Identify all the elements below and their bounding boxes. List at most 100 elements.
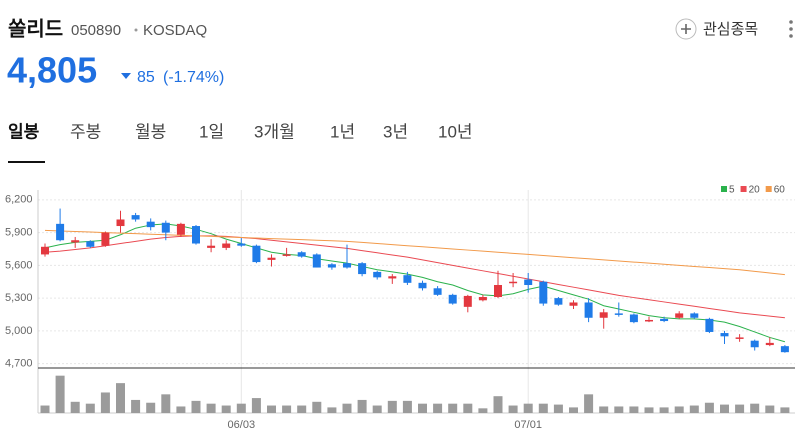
candle-body (750, 340, 759, 348)
candle-body (765, 342, 774, 346)
volume-bar (161, 394, 171, 413)
tab[interactable]: 10년 (438, 122, 473, 141)
y-tick-label: 5,900 (5, 226, 33, 238)
price-change: 85 (137, 69, 155, 86)
price-change-rate: (-1.74%) (163, 69, 224, 86)
volume-bar (191, 400, 201, 413)
tab[interactable]: 주봉 (70, 122, 101, 141)
candle-body (252, 245, 261, 263)
ma-line (44, 223, 786, 343)
volume-bar (312, 401, 322, 413)
watch-button[interactable]: 관심종목 (675, 18, 758, 40)
volume-bar (267, 405, 276, 413)
candle-body (327, 264, 336, 268)
candle-body (554, 298, 563, 305)
volume-bar (221, 405, 231, 413)
volume-bar (720, 404, 729, 413)
candle-body (705, 318, 714, 332)
tab[interactable]: 일봉 (8, 122, 40, 141)
candle-body (780, 346, 789, 353)
volume-bar (704, 402, 714, 413)
volume-bar (327, 407, 337, 413)
candle-body (494, 285, 502, 298)
candle-body (388, 276, 397, 279)
y-tick-label: 5,600 (5, 259, 33, 271)
volume-bar (478, 408, 488, 413)
candle-body (41, 246, 49, 255)
candle-body (267, 257, 276, 260)
candle-body (56, 223, 65, 241)
volume-bar (70, 401, 80, 413)
candle-body (161, 222, 170, 233)
ma-line (44, 235, 785, 319)
volume-bar (100, 392, 110, 413)
volume-bar (629, 406, 639, 413)
volume-bar (448, 403, 458, 413)
legend-swatch (721, 186, 727, 192)
volume-bar (614, 406, 624, 413)
y-tick-label: 5,300 (5, 292, 33, 304)
dot (789, 20, 793, 24)
stock-code: 050890 (71, 22, 121, 39)
volume-bar (553, 404, 563, 413)
volume-bar (493, 396, 503, 413)
volume-bar (644, 407, 654, 413)
x-tick-label: 07/01 (514, 419, 542, 431)
candle-body (599, 312, 608, 318)
tab[interactable]: 1일 (199, 122, 224, 141)
tab[interactable]: 월봉 (135, 122, 166, 141)
candle-body (207, 245, 216, 248)
candle-body (146, 221, 155, 228)
volume-bar (146, 402, 156, 413)
legend-label: 20 (749, 185, 761, 196)
candle-body (675, 313, 684, 318)
dot (789, 34, 793, 38)
y-tick-label: 5,000 (5, 325, 33, 337)
candle-body (690, 313, 699, 318)
volume-bar (357, 399, 367, 413)
tab[interactable]: 1년 (330, 122, 355, 141)
candle-body (373, 271, 382, 278)
volume-bar (508, 405, 518, 413)
volume-bar (735, 404, 745, 413)
volume-bar (40, 405, 50, 413)
candle-body (343, 263, 351, 268)
volume-bar (55, 375, 65, 413)
candle-body (660, 318, 669, 322)
legend-swatch (765, 186, 772, 192)
down-arrow (121, 73, 131, 79)
candle-body (312, 254, 321, 268)
volume-bar (750, 403, 760, 413)
volume-bar (569, 407, 578, 413)
candle-body (403, 275, 412, 283)
volume-bar (297, 405, 307, 413)
volume-bar (463, 403, 473, 413)
legend-label: 5 (729, 185, 735, 196)
volume-bar (780, 407, 790, 413)
volume-bar (402, 400, 412, 413)
candle-body (192, 226, 200, 244)
tab[interactable]: 3년 (383, 122, 408, 141)
period-tabs: 일봉 주봉 월봉 1일 3개월 1년 3년 10년 (8, 122, 473, 141)
volume-bar (689, 405, 699, 413)
volume-bar (342, 403, 352, 413)
legend-label: 60 (774, 185, 786, 196)
candle-body (222, 243, 231, 248)
watch-label: 관심종목 (703, 21, 758, 38)
volume-bar (538, 403, 548, 413)
volume-bar (674, 406, 684, 413)
y-tick-label: 6,200 (5, 194, 33, 206)
volume-bar (387, 400, 397, 413)
candle-body (509, 281, 518, 284)
volume-bar (176, 406, 186, 413)
volume-bar (251, 398, 261, 413)
candle-body (176, 223, 185, 235)
candle-body (282, 254, 291, 256)
more-menu[interactable] (789, 20, 793, 38)
volume-bar (584, 394, 594, 413)
candle-body (463, 295, 472, 307)
tab[interactable]: 3개월 (254, 122, 295, 141)
candle-body (297, 252, 306, 257)
candle-body (71, 240, 80, 243)
